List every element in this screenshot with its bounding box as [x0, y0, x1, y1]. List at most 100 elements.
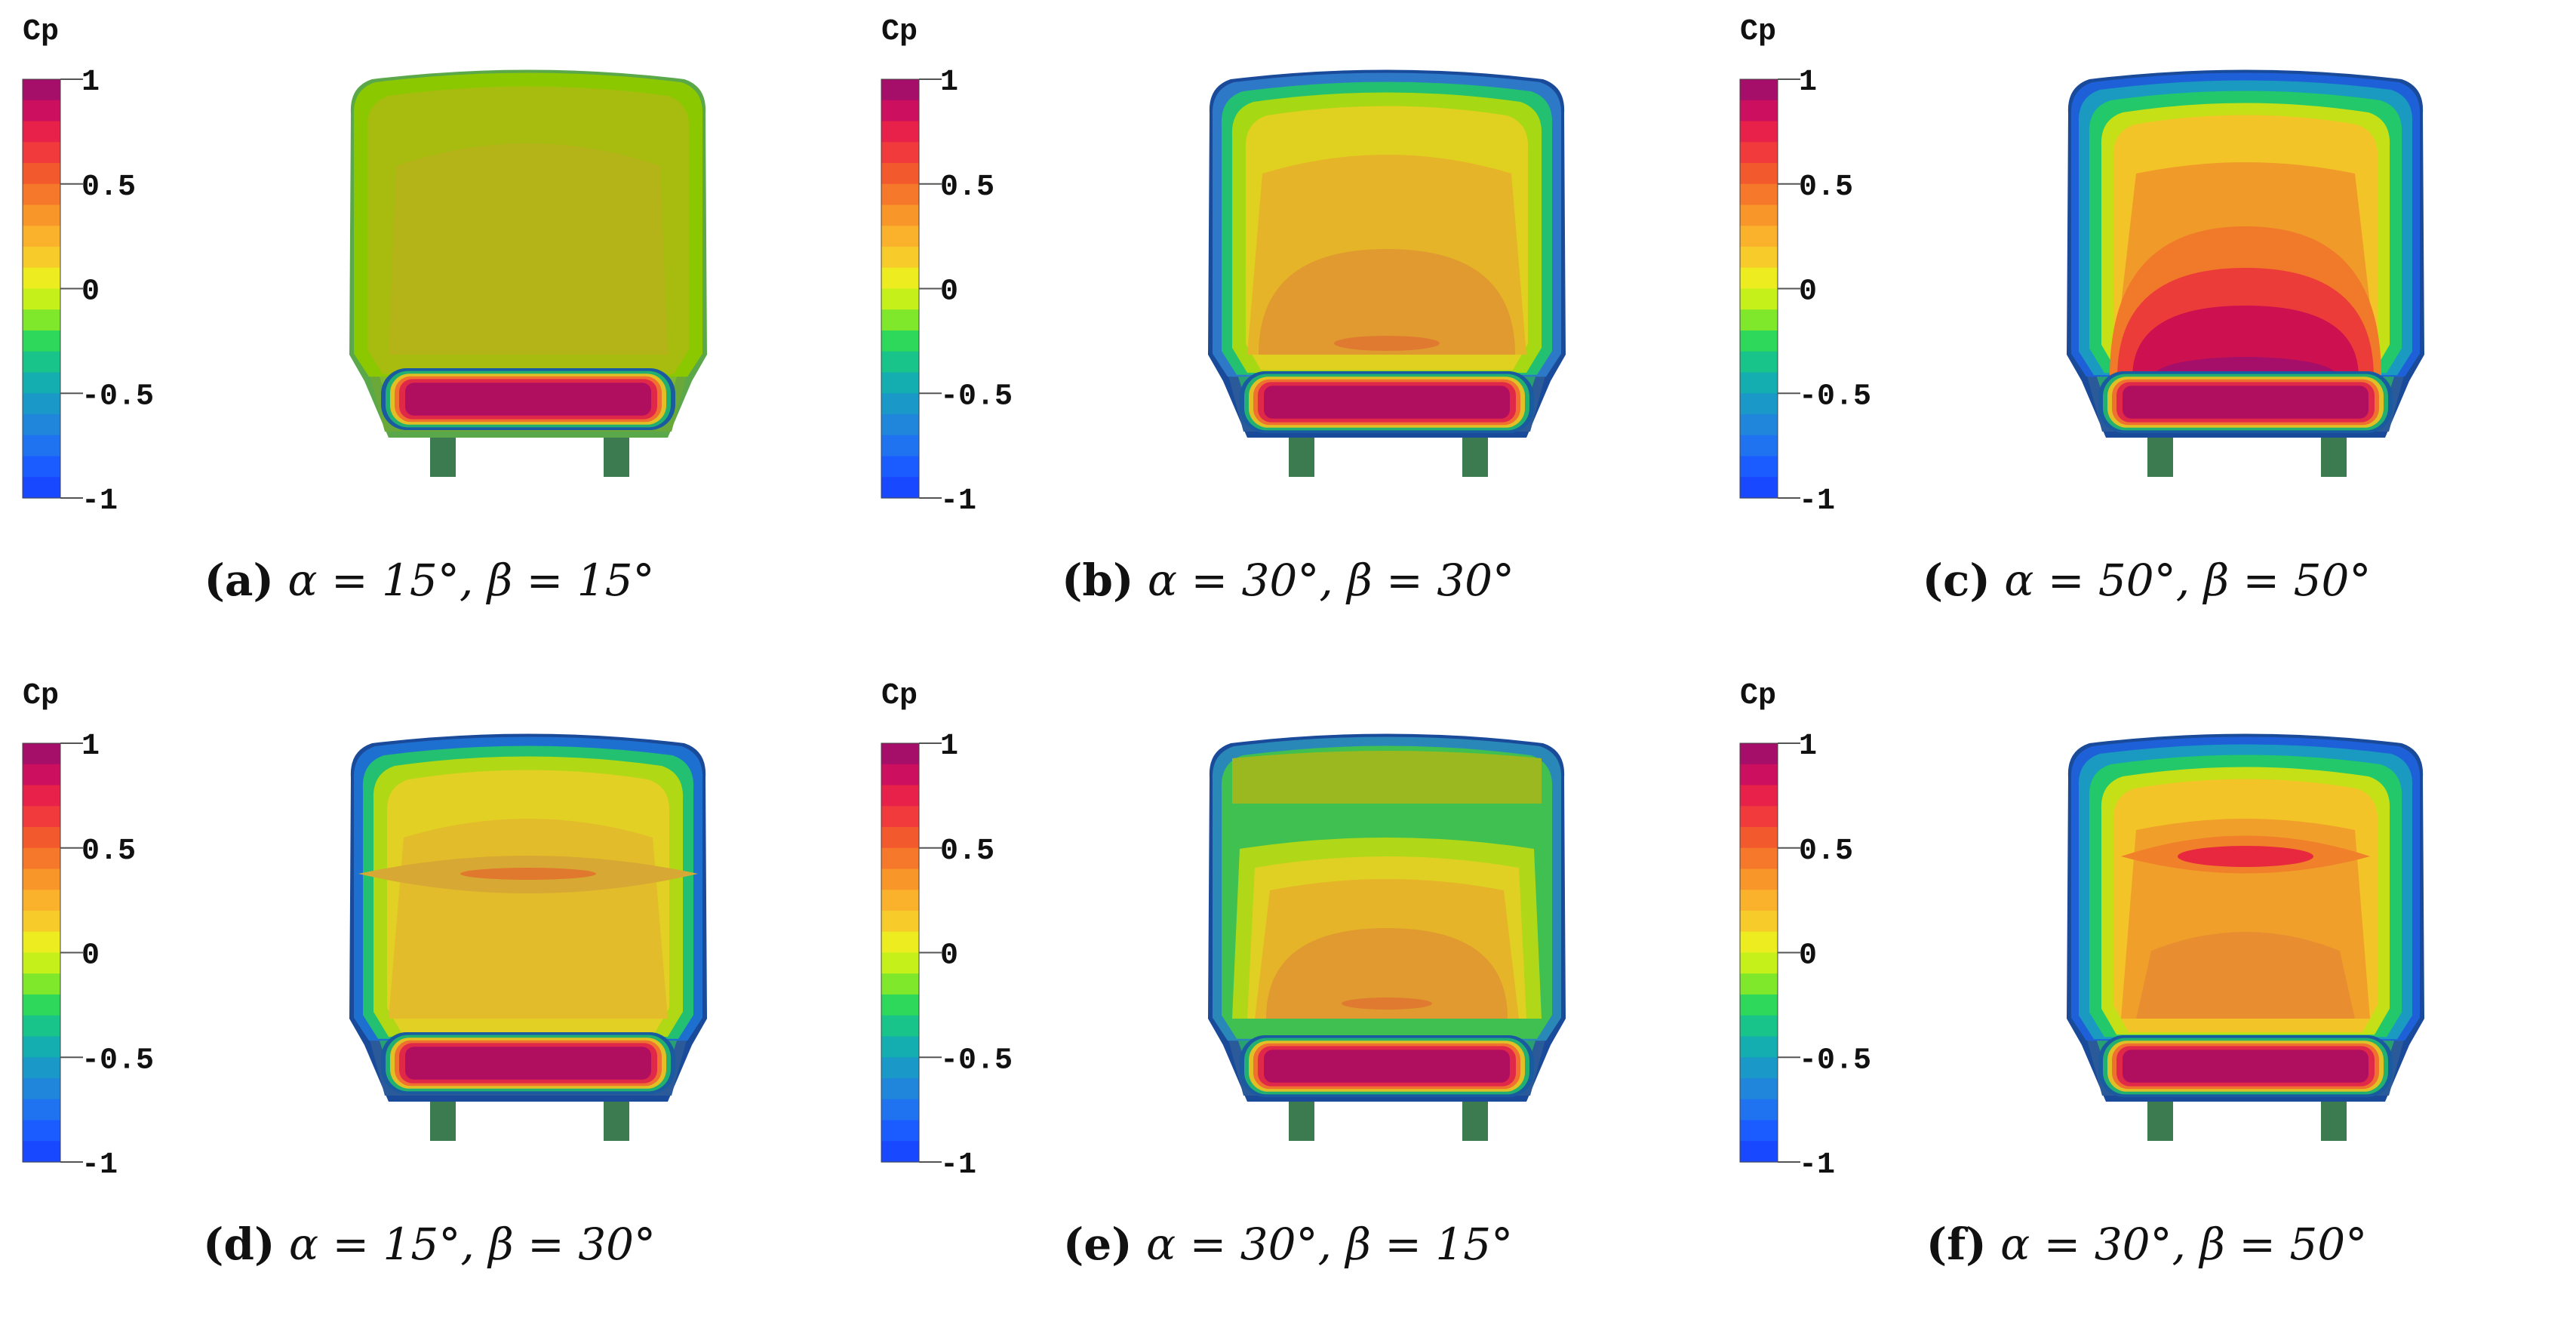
colorbar-tick-label: 0.5: [940, 835, 994, 868]
bogie-leg: [1462, 1094, 1488, 1141]
colorbar-segment: [1740, 1057, 1778, 1079]
colorbar-segment: [881, 1015, 919, 1038]
contour-figure: Cp 1 0.5 0 -0.5 -1: [1739, 15, 2424, 518]
colorbar-segment: [1740, 1099, 1778, 1121]
pressure-contour-body: [2067, 69, 2424, 477]
colorbar-segment: [23, 1078, 60, 1100]
panel-condition: α = 15°, β = 30°: [288, 1219, 656, 1270]
pressure-contour-body: [2067, 733, 2424, 1141]
colorbar-segment: [1740, 414, 1778, 436]
colorbar-segment: [881, 994, 919, 1016]
colorbar-segment: [23, 330, 60, 352]
colorbar-segment: [1740, 785, 1778, 807]
colorbar-segment: [1740, 351, 1778, 374]
colorbar-segment: [23, 183, 60, 206]
colorbar-segment: [1740, 393, 1778, 415]
contour-band: [1334, 336, 1440, 351]
stagnation-band: [2123, 386, 2369, 419]
colorbar-segment: [881, 330, 919, 352]
colorbar-segment: [881, 1057, 919, 1079]
colorbar-segment: [23, 247, 60, 269]
colorbar-segment: [881, 142, 919, 164]
panel-condition: α = 50°, β = 50°: [2004, 555, 2372, 606]
colorbar-segment: [881, 372, 919, 394]
colorbar-segment: [23, 226, 60, 247]
pressure-contour-body: [349, 733, 707, 1141]
colorbar-segment: [1740, 1015, 1778, 1038]
colorbar-tick-label: -1: [940, 484, 976, 518]
colorbar-tick-label: 1: [1799, 66, 1817, 100]
colorbar: Cp 1 0.5 0 -0.5 -1: [881, 679, 1013, 1182]
colorbar-segment: [1740, 1141, 1778, 1163]
colorbar-segment: [881, 121, 919, 143]
panel-condition: α = 30°, β = 50°: [2000, 1219, 2368, 1270]
colorbar-segment: [23, 1141, 60, 1163]
panel-a: Cp 1 0.5 0 -0.5 -1 (a) α = 15°, β = 15°: [0, 0, 859, 664]
colorbar-segment: [881, 931, 919, 954]
colorbar-segment: [1740, 827, 1778, 849]
colorbar-segment: [881, 1141, 919, 1163]
colorbar-segment: [23, 204, 60, 226]
colorbar-tick-label: 0.5: [940, 171, 994, 204]
contour-band: [1232, 751, 1542, 804]
colorbar-segment: [23, 100, 60, 122]
colorbar-segment: [1740, 764, 1778, 786]
colorbar-title: Cp: [881, 679, 918, 713]
panel-caption: (f) α = 30°, β = 50°: [1717, 1219, 2576, 1270]
colorbar-segment: [1740, 1036, 1778, 1058]
colorbar-segment: [881, 351, 919, 374]
panel-label: (a): [204, 555, 274, 606]
colorbar-segment: [881, 785, 919, 807]
contour-figure: Cp 1 0.5 0 -0.5 -1: [1739, 679, 2424, 1182]
bogie-leg: [430, 430, 456, 477]
colorbar-segment: [23, 142, 60, 164]
colorbar-segment: [23, 931, 60, 954]
colorbar-segment: [23, 456, 60, 478]
colorbar-segment: [1740, 868, 1778, 890]
colorbar-segment: [881, 163, 919, 185]
colorbar-segment: [23, 121, 60, 143]
colorbar-segment: [23, 952, 60, 974]
colorbar-tick-label: -1: [940, 1148, 976, 1182]
colorbar-tick-label: -1: [1799, 1148, 1835, 1182]
panel-caption: (c) α = 50°, β = 50°: [1717, 555, 2576, 606]
panel-c: Cp 1 0.5 0 -0.5 -1 (c) α = 50°, β = 50°: [1717, 0, 2576, 664]
colorbar-segment: [881, 393, 919, 415]
colorbar-tick-label: 0: [940, 939, 958, 973]
colorbar-segment: [23, 414, 60, 436]
contour-band: [1259, 249, 1515, 355]
contour-band: [2178, 846, 2313, 867]
colorbar-segment: [1740, 931, 1778, 954]
colorbar-segment: [1740, 456, 1778, 478]
colorbar-segment: [881, 79, 919, 101]
contour-band: [2132, 306, 2359, 377]
panel-label: (e): [1062, 1219, 1133, 1270]
panel-f: Cp 1 0.5 0 -0.5 -1 (f) α = 30°, β = 50°: [1717, 664, 2576, 1328]
colorbar-segment: [23, 351, 60, 374]
pressure-contour-body: [1208, 69, 1566, 477]
panel-b: Cp 1 0.5 0 -0.5 -1 (b) α = 30°, β = 30°: [859, 0, 1717, 664]
colorbar-tick-label: 0: [81, 939, 100, 973]
bogie-leg: [2147, 430, 2173, 477]
contour-band: [460, 868, 596, 880]
colorbar-segment: [23, 309, 60, 331]
colorbar: Cp 1 0.5 0 -0.5 -1: [22, 15, 154, 518]
colorbar-segment: [23, 1015, 60, 1038]
stagnation-band: [2123, 1050, 2369, 1083]
bogie-leg: [2147, 1094, 2173, 1141]
colorbar-tick-label: -0.5: [81, 380, 154, 413]
bogie-leg: [1289, 430, 1314, 477]
colorbar-segment: [881, 806, 919, 828]
colorbar-tick-label: 1: [940, 66, 958, 100]
colorbar-segment: [23, 1036, 60, 1058]
colorbar-segment: [881, 1036, 919, 1058]
colorbar-segment: [1740, 100, 1778, 122]
contour-figure: Cp 1 0.5 0 -0.5 -1: [881, 15, 1566, 518]
colorbar-segment: [23, 973, 60, 995]
contour-figure: Cp 1 0.5 0 -0.5 -1: [22, 679, 707, 1182]
colorbar-segment: [23, 827, 60, 849]
colorbar-segment: [881, 435, 919, 457]
panel-label: (c): [1922, 555, 1990, 606]
colorbar-segment: [881, 183, 919, 206]
colorbar-segment: [23, 868, 60, 890]
